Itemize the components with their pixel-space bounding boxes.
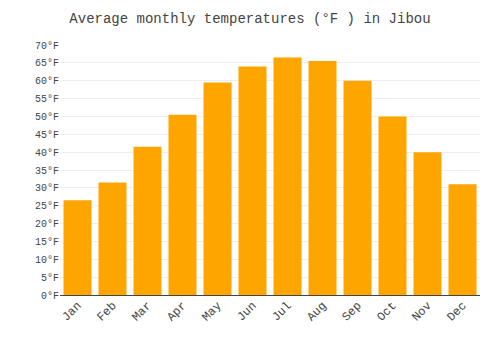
svg-text:10°F: 10°F — [35, 255, 59, 266]
svg-text:Jun: Jun — [234, 299, 259, 324]
svg-text:Jan: Jan — [59, 299, 84, 324]
svg-text:5°F: 5°F — [41, 273, 59, 284]
svg-text:20°F: 20°F — [35, 219, 59, 230]
svg-text:Feb: Feb — [94, 299, 119, 324]
svg-text:30°F: 30°F — [35, 183, 59, 194]
svg-text:Apr: Apr — [164, 299, 189, 324]
svg-text:Dec: Dec — [444, 299, 469, 324]
svg-text:Mar: Mar — [129, 299, 154, 324]
svg-text:60°F: 60°F — [35, 76, 59, 87]
svg-text:15°F: 15°F — [35, 237, 59, 248]
svg-text:55°F: 55°F — [35, 94, 59, 105]
svg-text:Average monthly temperatures (: Average monthly temperatures (°F ) in Ji… — [69, 11, 430, 27]
svg-text:0°F: 0°F — [41, 291, 59, 302]
svg-text:65°F: 65°F — [35, 58, 59, 69]
svg-text:50°F: 50°F — [35, 112, 59, 123]
svg-text:Nov: Nov — [409, 299, 434, 324]
svg-text:70°F: 70°F — [35, 41, 59, 52]
svg-text:25°F: 25°F — [35, 201, 59, 212]
svg-text:45°F: 45°F — [35, 130, 59, 141]
svg-text:Aug: Aug — [304, 299, 329, 324]
svg-text:35°F: 35°F — [35, 166, 59, 177]
svg-text:Oct: Oct — [374, 299, 399, 324]
svg-text:40°F: 40°F — [35, 148, 59, 159]
svg-text:Jul: Jul — [269, 299, 294, 324]
svg-text:May: May — [199, 299, 224, 324]
svg-text:Sep: Sep — [339, 299, 364, 324]
